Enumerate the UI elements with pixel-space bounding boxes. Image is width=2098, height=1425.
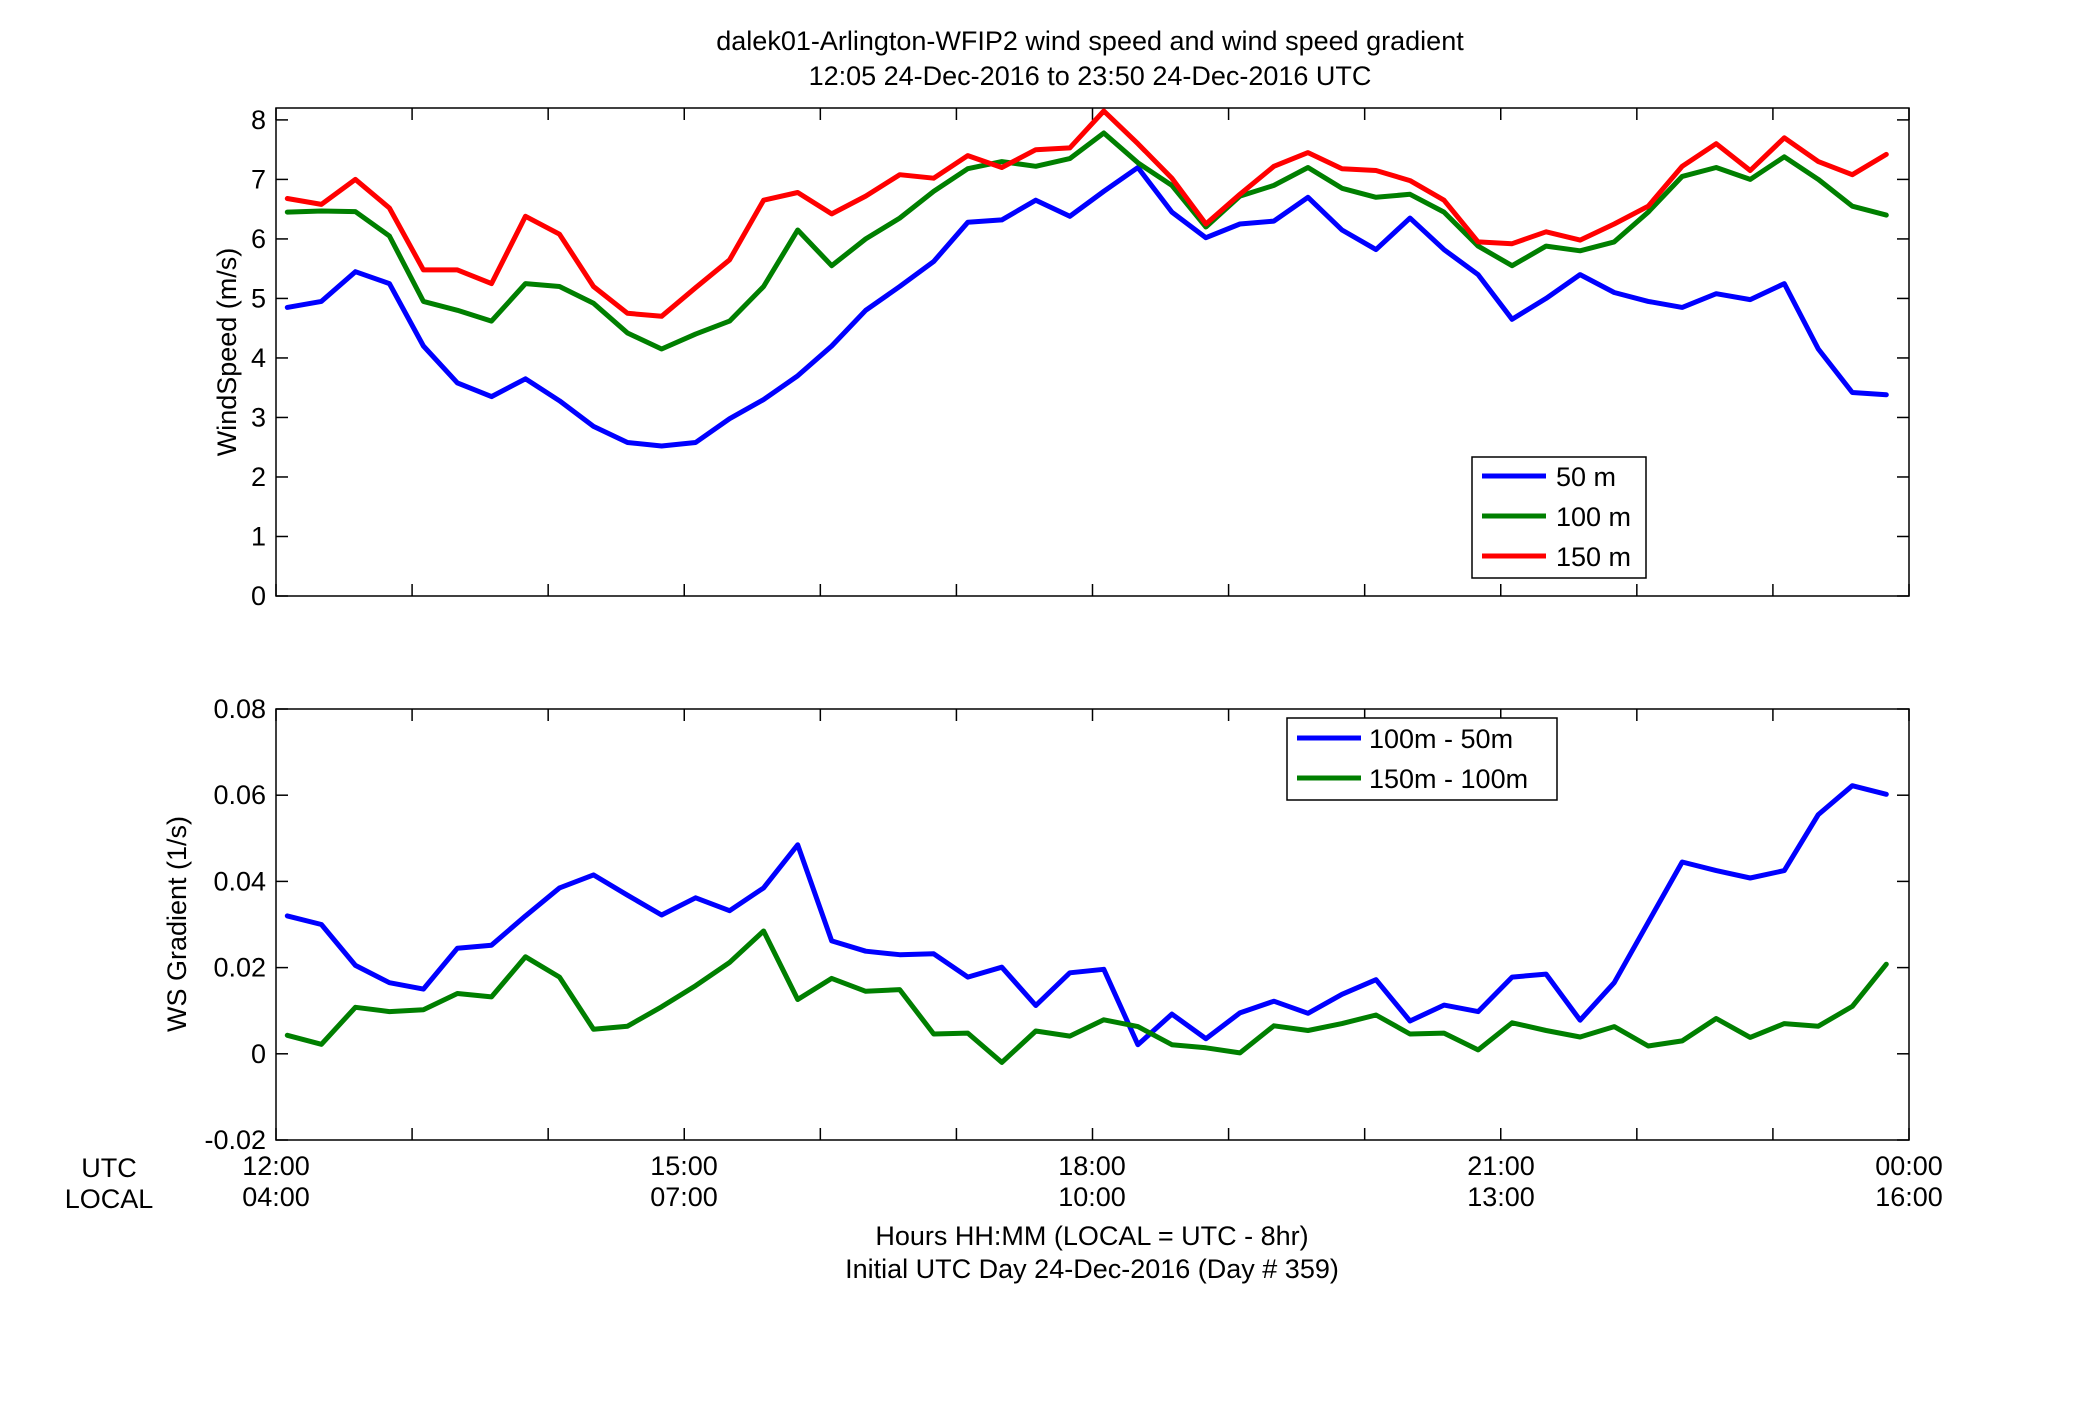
y-tick-label: 5 (251, 283, 266, 313)
figure-title-line2: 12:05 24-Dec-2016 to 23:50 24-Dec-2016 U… (809, 61, 1372, 91)
local-tick-label: 13:00 (1467, 1182, 1535, 1212)
y-tick-label: 0.02 (213, 953, 266, 983)
y-tick-label: 7 (251, 164, 266, 194)
legend-label-100m: 100 m (1556, 502, 1631, 532)
x-axis-label-line1: Hours HH:MM (LOCAL = UTC - 8hr) (875, 1221, 1308, 1251)
utc-tick-labels: 12:00 15:00 18:00 21:00 00:00 (242, 1151, 1943, 1181)
legend-label-100m-50m: 100m - 50m (1369, 724, 1513, 754)
windspeed-x-ticks (275, 108, 1910, 596)
gradient-axes-box (275, 708, 1910, 1141)
gradient-y-ticks: -0.02 0 0.02 0.04 0.06 0.08 (204, 694, 1909, 1155)
y-tick-label: 0 (251, 581, 266, 611)
windspeed-legend: 50 m 100 m 150 m (1471, 456, 1647, 579)
gradient-y-axis-label: WS Gradient (1/s) (162, 816, 192, 1032)
y-tick-label: 0.04 (213, 866, 266, 896)
windspeed-y-ticks: 0 1 2 3 4 5 6 7 8 (251, 105, 1909, 611)
utc-tick-label: 12:00 (242, 1151, 310, 1181)
utc-row-label: UTC (81, 1153, 137, 1183)
y-tick-label: 1 (251, 521, 266, 551)
gradient-series-line-150m-100m (284, 928, 1889, 1065)
y-tick-label: 0.08 (213, 694, 266, 724)
utc-tick-label: 18:00 (1058, 1151, 1126, 1181)
windspeed-panel: 0 1 2 3 4 5 6 7 8 WindSpeed (m/s) 50 m 100 m 150… (212, 105, 1910, 611)
figure-title-line1: dalek01-Arlington-WFIP2 wind speed and w… (716, 26, 1464, 56)
windspeed-y-axis-label: WindSpeed (m/s) (212, 248, 242, 457)
local-row-label: LOCAL (65, 1184, 154, 1214)
y-tick-label: 0 (251, 1039, 266, 1069)
windspeed-series-line-50-m (284, 165, 1889, 449)
windspeed-axes-box (275, 107, 1910, 597)
utc-tick-label: 00:00 (1875, 1151, 1943, 1181)
utc-tick-label: 21:00 (1467, 1151, 1535, 1181)
windspeed-series-line-100-m (284, 130, 1889, 352)
y-tick-label: 2 (251, 462, 266, 492)
y-tick-label: 4 (251, 343, 266, 373)
gradient-x-ticks (275, 709, 1910, 1140)
windspeed-series (284, 108, 1889, 449)
gradient-series-line-100m-50m (284, 783, 1889, 1048)
gradient-legend-box (1286, 717, 1558, 801)
legend-label-150m-100m: 150m - 100m (1369, 764, 1528, 794)
local-tick-label: 10:00 (1058, 1182, 1126, 1212)
gradient-series (284, 783, 1889, 1065)
local-tick-labels: 04:00 07:00 10:00 13:00 16:00 (242, 1182, 1943, 1212)
local-tick-label: 04:00 (242, 1182, 310, 1212)
y-tick-label: 8 (251, 105, 266, 135)
y-tick-label: 0.06 (213, 780, 266, 810)
y-tick-label: 6 (251, 224, 266, 254)
y-tick-label: 3 (251, 402, 266, 432)
local-tick-label: 07:00 (650, 1182, 718, 1212)
x-axis-label-line2: Initial UTC Day 24-Dec-2016 (Day # 359) (845, 1254, 1339, 1284)
utc-tick-label: 15:00 (650, 1151, 718, 1181)
gradient-panel: -0.02 0 0.02 0.04 0.06 0.08 WS Gradient (1/s)… (162, 694, 1910, 1155)
legend-label-50m: 50 m (1556, 462, 1616, 492)
local-tick-label: 16:00 (1875, 1182, 1943, 1212)
legend-label-150m: 150 m (1556, 542, 1631, 572)
y-tick-label: -0.02 (204, 1125, 266, 1155)
gradient-legend: 100m - 50m 150m - 100m (1286, 717, 1558, 801)
windspeed-series-line-150-m (284, 108, 1889, 319)
